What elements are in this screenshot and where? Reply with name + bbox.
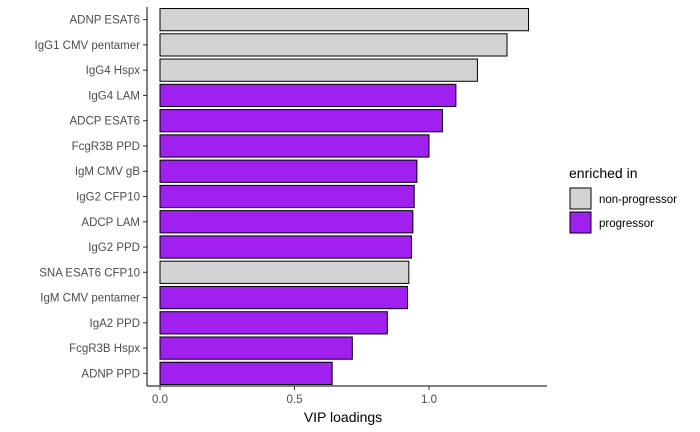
x-tick-label: 0.0 <box>152 394 168 406</box>
x-tick-label: 0.5 <box>287 394 303 406</box>
y-tick-label: IgM CMV pentamer <box>40 293 140 305</box>
legend: enriched in non-progressor progressor <box>569 165 677 234</box>
bar-8 <box>159 184 415 209</box>
y-tick-label: IgA2 PPD <box>90 318 141 330</box>
x-axis-title: VIP loadings <box>304 409 382 425</box>
y-tick-label: IgG2 CFP10 <box>76 192 140 204</box>
y-tick-label: IgG2 PPD <box>88 242 140 254</box>
bar-11 <box>159 260 410 284</box>
bar-6 <box>159 134 430 158</box>
bar-7 <box>159 159 418 183</box>
y-tick-label: ADNP ESAT6 <box>69 15 140 27</box>
y-tick-label: FcgR3B Hspx <box>69 343 140 355</box>
bar-13 <box>159 311 388 335</box>
y-tick-label: IgG4 Hspx <box>86 65 141 77</box>
y-tick-label: SNA ESAT6 CFP10 <box>39 267 140 279</box>
bars-layer <box>159 8 530 385</box>
legend-label: progressor <box>599 218 654 230</box>
y-tick-label: IgM CMV gB <box>75 166 141 178</box>
bar-4 <box>159 83 457 108</box>
bar-10 <box>159 235 413 259</box>
x-axis: 0.0 0.5 1.0 <box>147 385 547 406</box>
y-tick-label: ADCP ESAT6 <box>69 116 140 128</box>
legend-label: non-progressor <box>599 194 677 206</box>
bar-5 <box>159 109 443 133</box>
bar-12 <box>159 285 408 310</box>
legend-key-1 <box>569 187 592 210</box>
y-tick-label: IgG1 CMV pentamer <box>35 40 141 52</box>
bar-2 <box>159 33 508 57</box>
y-tick-label: ADNP PPD <box>81 368 140 380</box>
y-tick-label: IgG4 LAM <box>88 90 140 102</box>
y-tick-label: FcgR3B PPD <box>72 141 140 153</box>
legend-key-2 <box>569 211 592 234</box>
bar-1 <box>159 8 530 32</box>
bar-14 <box>159 336 353 360</box>
bar-3 <box>159 58 478 82</box>
y-tick-label: ADCP LAM <box>81 217 140 229</box>
bar-15 <box>159 361 333 385</box>
bar-9 <box>159 210 414 234</box>
x-tick-label: 1.0 <box>421 394 437 406</box>
y-axis: ADNP ESAT6 IgG1 CMV pentamer IgG4 Hspx IgG4… <box>35 7 148 386</box>
legend-title: enriched in <box>569 165 638 181</box>
